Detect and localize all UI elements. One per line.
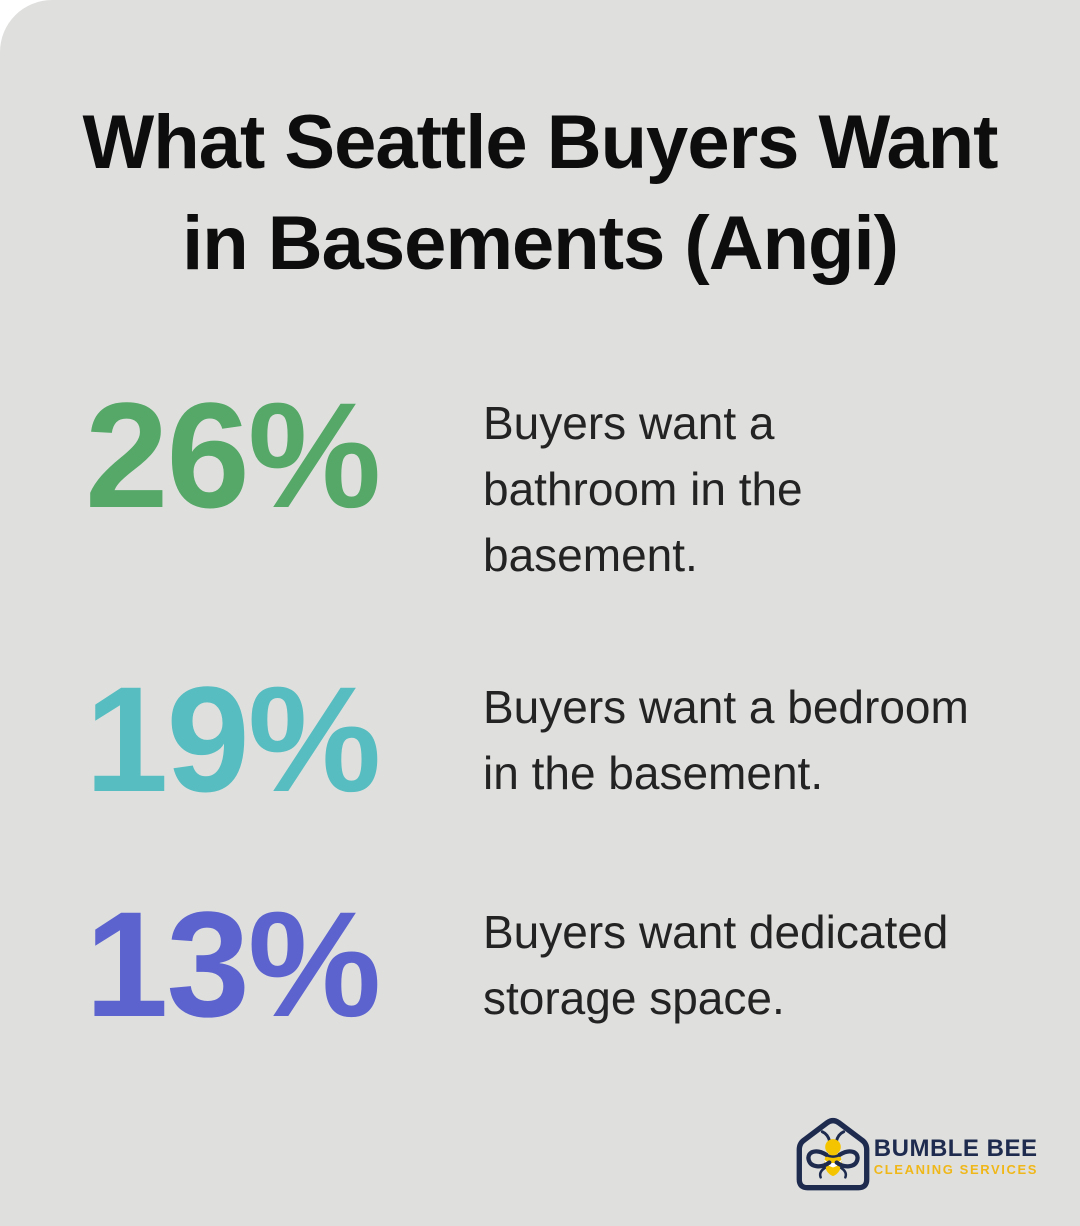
bumble-bee-logo: BUMBLE BEE CLEANING SERVICES [796,1116,1038,1196]
stat-value-bedroom: 19% [85,655,381,823]
stat-row-bedroom: 19% Buyers want a bedroom in the basemen… [0,664,1080,814]
stat-row-storage: 13% Buyers want dedicated storage space. [0,889,1080,1039]
bee-in-house-icon [796,1117,870,1191]
stat-description-line: Buyers want a bedroom [483,681,969,733]
logo-tagline: CLEANING SERVICES [873,1161,1038,1177]
stat-description-line: Buyers want a [483,397,775,449]
stat-rows: 26% Buyers want a bathroom in the baseme… [0,380,1080,1039]
stat-description-line: Buyers want dedicated [483,906,949,958]
title-line-1: What Seattle Buyers Want [82,100,999,185]
stat-description-line: storage space. [483,972,785,1024]
title-line-2: in Basements (Angi) [182,201,899,286]
logo-company-name: BUMBLE BEE [873,1134,1038,1162]
stat-description-line: bathroom in the [483,463,803,515]
logo-text: BUMBLE BEE CLEANING SERVICES [873,1134,1038,1177]
stat-description-line: basement. [483,529,698,581]
stat-row-bathroom: 26% Buyers want a bathroom in the baseme… [0,380,1080,588]
stat-value-bathroom: 26% [85,371,381,539]
page-title: What Seattle Buyers Want in Basements (A… [0,0,1080,294]
stat-description-bedroom: Buyers want a bedroom in the basement. [483,674,969,806]
stat-description-line: in the basement. [483,747,824,799]
stat-description-storage: Buyers want dedicated storage space. [483,899,948,1031]
stat-description-bathroom: Buyers want a bathroom in the basement. [483,390,803,588]
stat-value-storage: 13% [85,880,381,1048]
